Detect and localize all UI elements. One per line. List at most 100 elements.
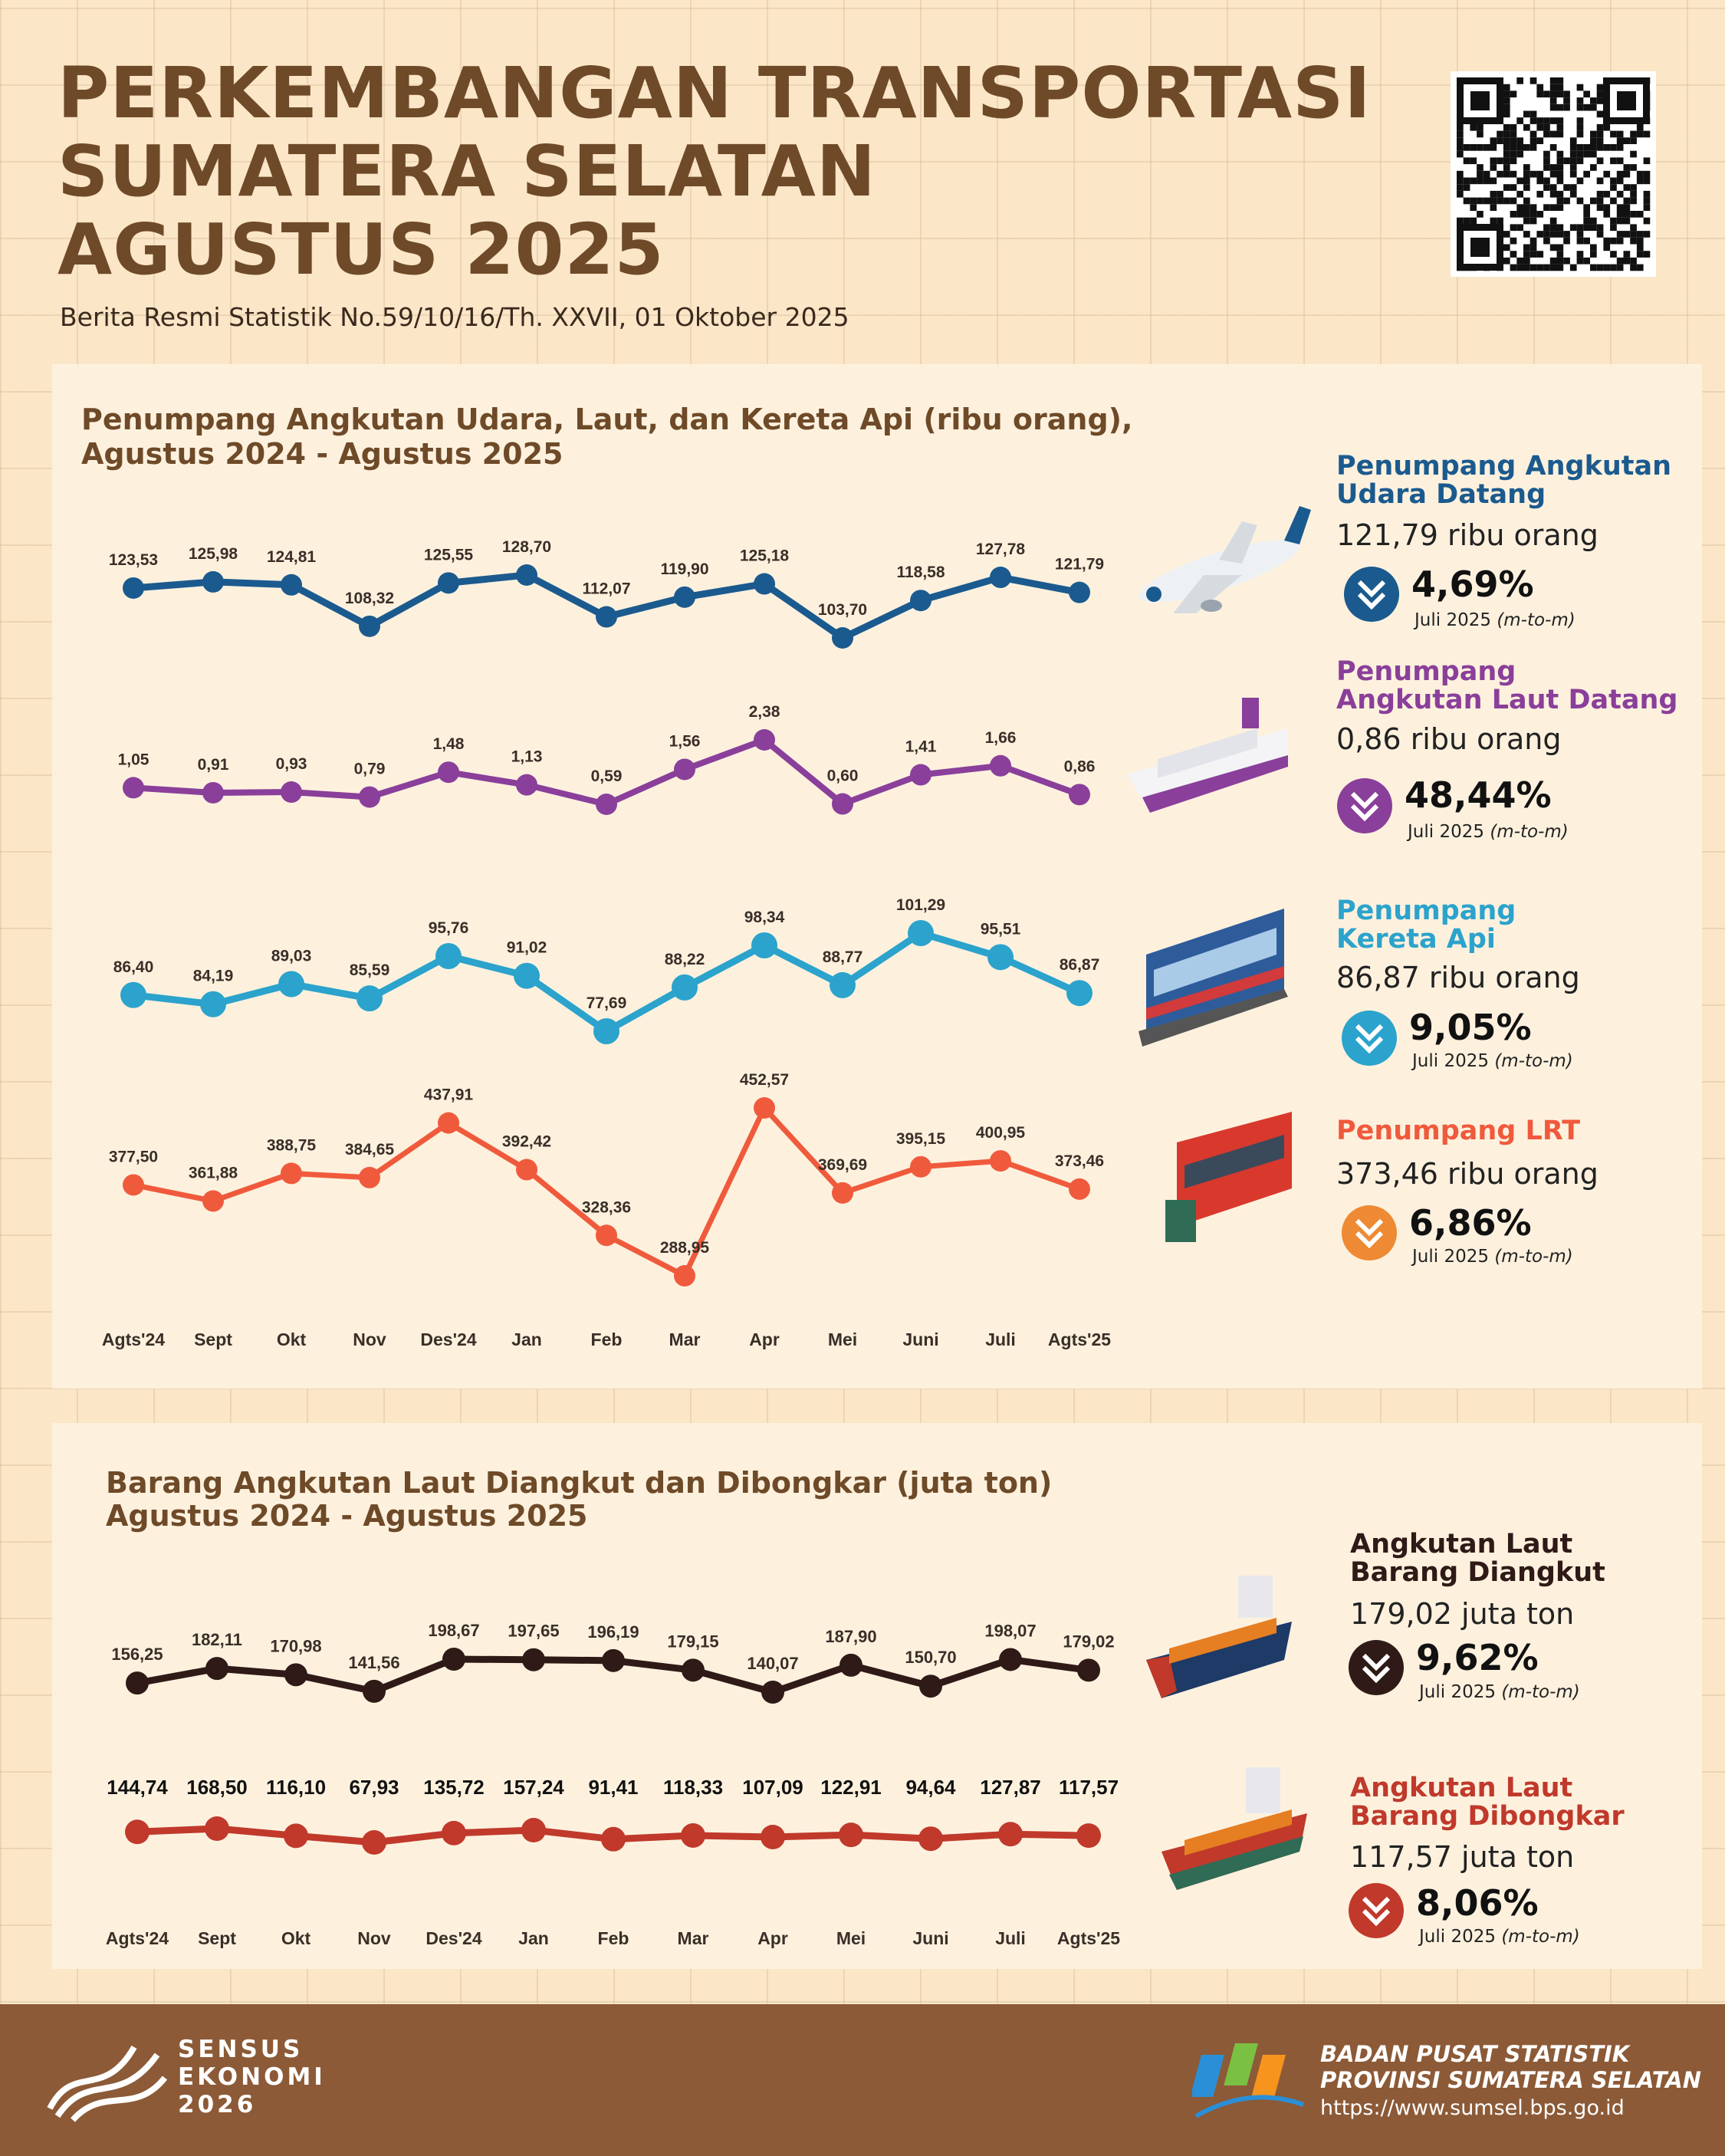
- data-point: [521, 1818, 546, 1843]
- data-point: [910, 764, 932, 786]
- data-label: 197,65: [508, 1622, 559, 1641]
- data-point: [356, 985, 383, 1012]
- data-point: [359, 786, 380, 808]
- data-label: 125,98: [189, 545, 238, 563]
- data-label: 91,02: [507, 939, 547, 957]
- summary-period: Juli 2025: [1408, 822, 1484, 842]
- data-label: 89,03: [271, 947, 312, 965]
- qr-code-icon[interactable]: [1451, 71, 1656, 277]
- data-point: [910, 1155, 932, 1178]
- trend-down-icon: [1349, 1640, 1404, 1695]
- data-point: [1076, 1823, 1101, 1849]
- data-label: 198,67: [428, 1621, 479, 1640]
- bps-line-1: BADAN PUSAT STATISTIK: [1320, 2041, 1630, 2067]
- data-label: 125,55: [424, 546, 474, 564]
- data-label: 1,05: [118, 751, 150, 768]
- x-tick-label: Mei: [828, 1329, 857, 1349]
- page-title-line-3: AGUSTUS 2025: [58, 209, 665, 291]
- summary-title: Penumpang: [1336, 896, 1516, 926]
- data-label: 94,64: [905, 1776, 956, 1799]
- data-label: 127,87: [980, 1776, 1041, 1799]
- sensus-ekonomi-logo-icon: [47, 2046, 168, 2122]
- trend-down-icon: [1344, 567, 1399, 622]
- data-point: [674, 758, 695, 781]
- bps-url-link[interactable]: https://www.sumsel.bps.go.id: [1320, 2096, 1625, 2120]
- data-point: [123, 1174, 144, 1196]
- footer: [0, 2004, 1725, 2156]
- summary-value: 86,87 ribu orang: [1336, 961, 1580, 994]
- data-point: [990, 754, 1011, 777]
- cargo-ship-loaded-icon: [1146, 1576, 1292, 1698]
- summary-percent: 4,69%: [1411, 564, 1534, 605]
- data-point: [674, 586, 695, 608]
- summary-title: Angkutan Laut Datang: [1336, 685, 1678, 715]
- data-label: 85,59: [350, 961, 390, 979]
- x-tick-label: Juni: [912, 1928, 948, 1948]
- x-tick-label: Des'24: [420, 1329, 476, 1349]
- summary-period-note: (m-to-m): [1494, 1051, 1573, 1071]
- data-label: 1,13: [511, 748, 543, 766]
- trend-down-icon: [1337, 778, 1392, 833]
- data-label: 67,93: [349, 1776, 399, 1799]
- summary-title: Penumpang: [1336, 656, 1516, 687]
- data-point: [435, 942, 462, 969]
- data-label: 170,98: [270, 1636, 321, 1655]
- data-label: 157,24: [503, 1776, 564, 1799]
- summary-title: Barang Diangkut: [1350, 1557, 1605, 1588]
- data-label: 84,19: [193, 968, 234, 985]
- page-subtitle: Berita Resmi Statistik No.59/10/16/Th. X…: [60, 302, 849, 332]
- x-tick-label: Agts'24: [102, 1329, 165, 1349]
- summary-percent: 8,06%: [1416, 1882, 1539, 1924]
- data-label: 182,11: [192, 1630, 242, 1649]
- data-label: 361,88: [189, 1164, 238, 1182]
- data-label: 168,50: [186, 1776, 248, 1799]
- data-point: [754, 573, 775, 595]
- data-point: [125, 1819, 150, 1845]
- data-point: [919, 1675, 942, 1698]
- x-tick-label: Juni: [902, 1329, 938, 1349]
- data-point: [200, 991, 226, 1017]
- data-label: 101,29: [896, 896, 945, 914]
- data-point: [832, 793, 853, 815]
- data-point: [123, 577, 144, 599]
- data-label: 388,75: [267, 1136, 317, 1154]
- x-tick-label: Nov: [353, 1329, 386, 1349]
- data-point: [918, 1826, 943, 1852]
- data-point: [359, 1166, 380, 1188]
- data-point: [281, 1162, 302, 1185]
- data-label: 369,69: [818, 1156, 867, 1174]
- data-label: 0,79: [354, 761, 386, 778]
- x-tick-label: Okt: [277, 1329, 307, 1349]
- x-tick-label: Des'24: [426, 1928, 481, 1948]
- data-label: 144,74: [107, 1776, 168, 1799]
- data-point: [999, 1648, 1022, 1671]
- x-tick-label: Mei: [836, 1928, 866, 1948]
- data-label: 98,34: [744, 909, 785, 926]
- data-point: [1069, 581, 1090, 603]
- summary-period: Juli 2025: [1412, 1247, 1489, 1267]
- data-label: 373,46: [1055, 1152, 1104, 1170]
- page-title-line-1: PERKEMBANGAN TRANSPORTASI: [58, 52, 1372, 134]
- data-label: 103,70: [818, 601, 867, 619]
- data-point: [205, 1657, 228, 1681]
- summary-period-note: (m-to-m): [1501, 1682, 1580, 1702]
- data-point: [284, 1823, 308, 1849]
- x-tick-label: Mar: [669, 1329, 701, 1349]
- summary-percent: 9,62%: [1416, 1637, 1539, 1678]
- data-label: 121,79: [1055, 556, 1104, 574]
- data-point: [1077, 1658, 1100, 1682]
- data-label: 88,22: [665, 951, 705, 968]
- summary-period: Juli 2025: [1419, 1682, 1496, 1702]
- data-label: 150,70: [905, 1648, 956, 1667]
- data-point: [839, 1822, 863, 1848]
- x-tick-label: Jan: [511, 1329, 542, 1349]
- data-point: [672, 974, 698, 1001]
- data-point: [202, 1190, 224, 1212]
- passenger-ship-icon: [1127, 698, 1288, 813]
- lrt-icon: [1165, 1112, 1292, 1242]
- data-point: [120, 981, 146, 1008]
- data-point: [123, 777, 144, 799]
- passenger-heading-2: Agustus 2024 - Agustus 2025: [81, 437, 564, 471]
- x-tick-label: Sept: [194, 1329, 232, 1349]
